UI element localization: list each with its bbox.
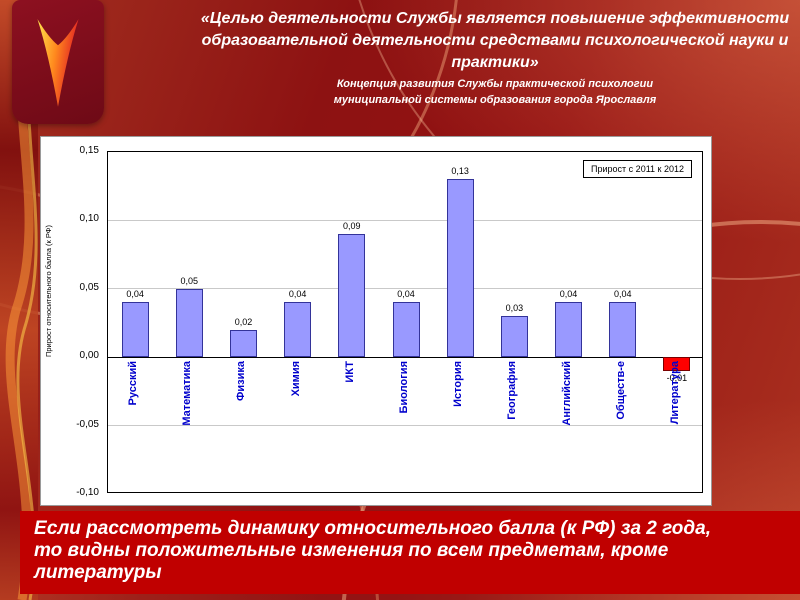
header: «Целью деятельности Службы является повы… — [195, 8, 795, 109]
category-label: Обществ-е — [614, 361, 627, 420]
bar-value-label: 0,05 — [180, 275, 199, 286]
bar-Химия — [284, 302, 312, 358]
category-label: Биология — [398, 361, 410, 414]
bar-История — [446, 179, 474, 358]
bar-value-label: 0,13 — [451, 166, 469, 177]
bar-chart-panel: Прирост относительного балла (к РФ) Прир… — [40, 136, 712, 506]
gridline — [108, 425, 702, 427]
bar-value-label: 0,04 — [559, 289, 578, 300]
bar-Русский — [121, 302, 149, 358]
bar-value-label: 0,04 — [126, 289, 144, 300]
category-label: Русский — [127, 361, 140, 406]
tulip-icon — [37, 19, 79, 107]
category-label: Математика — [181, 361, 194, 426]
header-attribution: Концепция развития Службы практической п… — [195, 77, 795, 109]
y-tick-label: -0,10 — [76, 487, 99, 498]
category-label: География — [506, 361, 519, 420]
bar-value-label: -0,01 — [666, 372, 688, 383]
category-label: Английский — [560, 361, 573, 426]
bar-Английский — [555, 302, 583, 358]
header-quote: «Целью деятельности Службы является повы… — [200, 10, 790, 71]
bar-География — [500, 316, 528, 358]
banner-text: Если рассмотреть динамику относительного… — [34, 518, 712, 584]
header-attribution-line1: Концепция развития Службы практической п… — [336, 78, 654, 91]
gridline — [108, 219, 702, 221]
bar-Математика — [175, 288, 203, 358]
bar-Биология — [392, 302, 420, 358]
category-label: Физика — [235, 361, 248, 402]
bar-value-label: 0,03 — [505, 303, 524, 314]
bar-value-label: 0,04 — [288, 289, 307, 300]
category-label: ИКТ — [343, 361, 356, 383]
banner: Если рассмотреть динамику относительного… — [20, 511, 800, 594]
x-axis-zero-line — [108, 356, 702, 358]
bar-ИКТ — [338, 234, 366, 358]
header-attribution-line2: муниципальной системы образования города… — [333, 94, 657, 107]
chart-legend-label: Прирост с 2011 к 2012 — [591, 164, 684, 174]
gridline — [108, 288, 702, 290]
bar-value-label: 0,04 — [397, 289, 415, 300]
y-tick-label: 0,05 — [79, 281, 99, 293]
category-label: История — [452, 361, 465, 408]
bar-Обществ-е — [609, 302, 637, 358]
plot-area: Прирост с 2011 к 2012 0,04 Русский 0,05 Мат… — [107, 151, 703, 493]
chart-legend: Прирост с 2011 к 2012 — [583, 160, 692, 178]
y-tick-label: 0,15 — [79, 145, 99, 156]
bar-value-label: 0,04 — [613, 289, 632, 300]
logo — [12, 0, 104, 124]
y-tick-label: -0,05 — [76, 418, 99, 430]
category-label: Химия — [289, 361, 302, 397]
bar-Физика — [229, 329, 257, 358]
y-tick-label: 0,10 — [79, 213, 99, 225]
bar-value-label: 0,02 — [234, 316, 253, 327]
category-label: Литература — [668, 361, 681, 425]
bar-value-label: 0,09 — [343, 221, 361, 232]
y-tick-label: 0,00 — [79, 350, 99, 362]
bar-Литература — [663, 357, 691, 371]
